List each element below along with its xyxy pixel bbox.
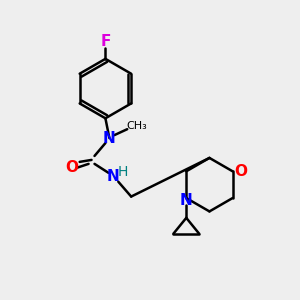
- Text: N: N: [107, 169, 120, 184]
- Text: O: O: [65, 160, 78, 175]
- Text: O: O: [234, 164, 247, 179]
- Text: N: N: [180, 193, 193, 208]
- Text: H: H: [118, 165, 128, 179]
- Text: CH₃: CH₃: [127, 121, 148, 131]
- Text: N: N: [103, 130, 116, 146]
- Text: F: F: [100, 34, 111, 49]
